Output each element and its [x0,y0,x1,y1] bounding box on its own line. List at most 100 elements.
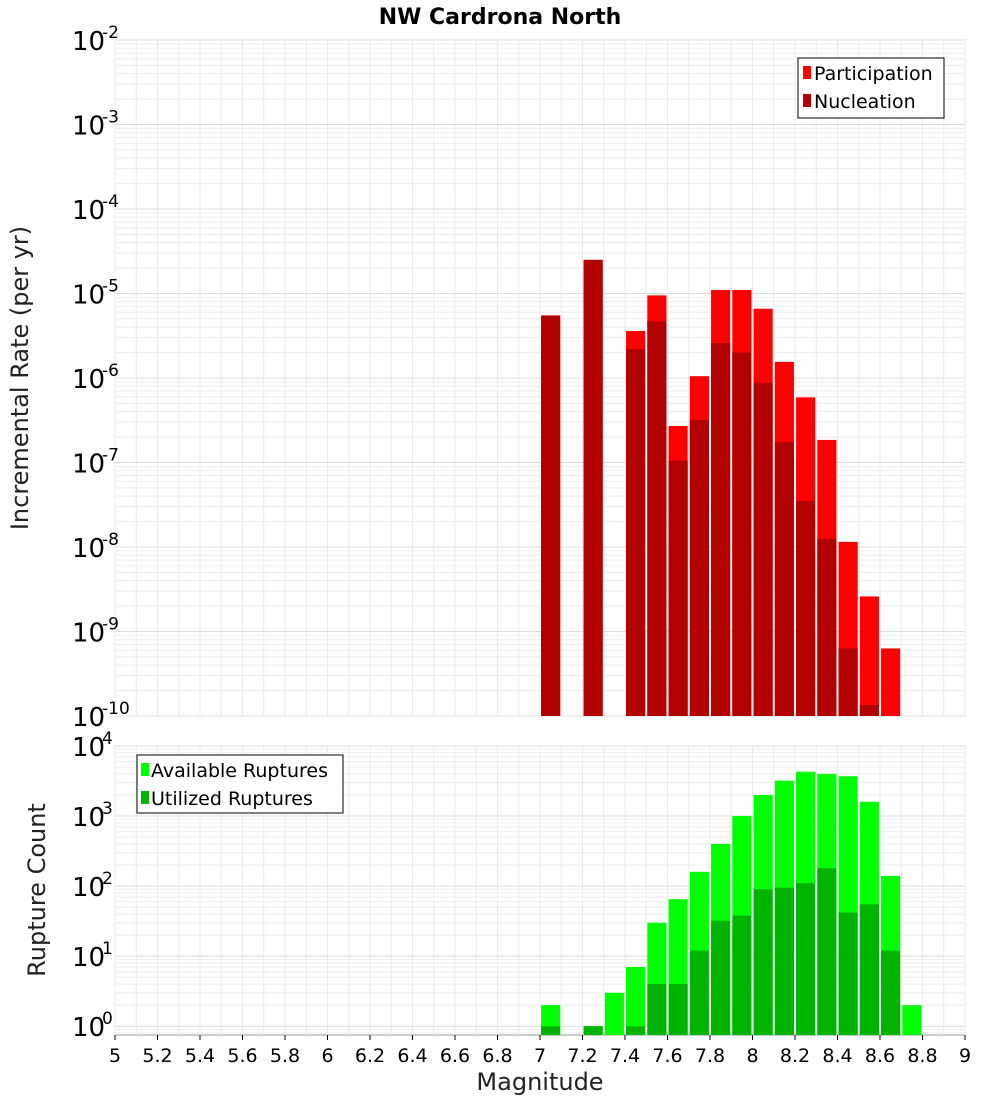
top-y-axis-label: Incremental Rate (per yr) [6,226,34,530]
x-tick-label: 5 [109,1045,121,1067]
x-tick-label: 5.6 [227,1045,257,1067]
top-y-tick-label: 10 [72,112,105,142]
bottom-bar-utilized-ruptures [817,868,837,1035]
bottom-legend-box [136,754,344,814]
top-bar-nucleation [796,501,816,716]
top-legend: Participation Nucleation [797,57,945,119]
x-tick-label: 9 [959,1045,971,1067]
bottom-y-tick-label: 10 [72,1013,105,1043]
bottom-bar-utilized-ruptures [881,950,901,1035]
top-bar-nucleation [817,538,837,716]
x-tick-label: 6.2 [355,1045,385,1067]
top-bar-nucleation [838,648,858,716]
top-bar-nucleation [859,704,879,716]
top-y-tick-exponent: -2 [102,23,119,43]
top-y-tick-exponent: -3 [102,108,119,128]
top-y-tick-label: 10 [72,27,105,57]
bottom-bar-utilized-ruptures [583,1026,603,1035]
top-bar-nucleation [583,259,603,716]
bottom-bar-utilized-ruptures [689,950,709,1035]
legend-label-nucleation: Nucleation [814,91,916,113]
bottom-bar-available-ruptures [902,1005,922,1035]
top-y-tick-exponent: -4 [102,192,119,212]
top-y-tick-exponent: -7 [102,446,119,466]
bottom-y-tick-exponent: 3 [102,799,113,819]
bottom-y-tick-label: 10 [72,803,105,833]
top-y-tick-label: 10 [72,196,105,226]
bottom-bar-utilized-ruptures [541,1026,561,1035]
x-tick-label: 8.6 [865,1045,895,1067]
bottom-bar-utilized-ruptures [711,920,731,1035]
x-tick-label: 8.8 [907,1045,937,1067]
legend-swatch-available [141,763,149,776]
top-y-tick-exponent: -10 [102,699,130,719]
bottom-bar-utilized-ruptures [732,915,752,1035]
legend-swatch-nucleation [803,94,811,107]
top-bar-nucleation [753,382,773,716]
top-grid [114,39,966,717]
legend-label-participation: Participation [814,63,933,85]
x-tick-label: 6.4 [397,1045,427,1067]
bottom-legend: Available Ruptures Utilized Ruptures [136,754,344,814]
x-ticks: 5 5.2 5.4 5.6 5.8 6 6.2 6.4 6.6 6.8 7 7.2 7.4 7.6 7.8 8… [109,1035,971,1067]
x-tick-label: 7 [534,1045,546,1067]
legend-swatch-utilized [141,791,149,804]
x-tick-label: 8.4 [822,1045,852,1067]
chart-title: NW Cardrona North [379,5,622,30]
x-tick-label: 7.6 [652,1045,682,1067]
top-y-tick-exponent: -9 [102,615,119,635]
top-bar-participation [859,596,879,716]
x-tick-label: 7.2 [567,1045,597,1067]
x-axis-label: Magnitude [476,1068,603,1096]
bottom-y-tick-exponent: 1 [102,939,113,959]
top-y-tick-label: 10 [72,534,105,564]
x-tick-label: 8.2 [780,1045,810,1067]
top-bar-nucleation [774,441,794,716]
bottom-y-tick-exponent: 4 [102,729,113,749]
top-y-tick-label: 10 [72,703,105,733]
top-y-tick-exponent: -5 [102,277,119,297]
x-tick-label: 8 [746,1045,758,1067]
x-tick-label: 6.8 [482,1045,512,1067]
bottom-bar-utilized-ruptures [626,1026,646,1035]
bottom-bar-available-ruptures [604,992,624,1035]
x-tick-label: 5.2 [142,1045,172,1067]
top-bar-nucleation [732,352,752,716]
top-y-tick-label: 10 [72,619,105,649]
legend-label-utilized: Utilized Ruptures [151,788,313,810]
bottom-bar-utilized-ruptures [859,904,879,1035]
top-bar-nucleation [541,315,561,716]
top-bar-nucleation [668,460,688,716]
bottom-y-tick-label: 10 [72,733,105,763]
x-tick-label: 5.4 [185,1045,215,1067]
top-y-tick-label: 10 [72,450,105,480]
top-legend-box [797,57,945,119]
top-bars [541,259,901,716]
x-tick-label: 7.8 [695,1045,725,1067]
bottom-bar-utilized-ruptures [647,984,667,1035]
top-bar-nucleation [689,419,709,716]
bottom-bar-utilized-ruptures [753,889,773,1035]
top-bar-participation [881,648,901,716]
top-bar-nucleation [647,321,667,716]
x-tick-label: 7.4 [610,1045,640,1067]
legend-swatch-participation [803,66,811,79]
bottom-bars [541,771,922,1035]
top-bar-nucleation [711,342,731,716]
bottom-bar-utilized-ruptures [668,984,688,1035]
bottom-y-axis-label: Rupture Count [23,803,51,977]
top-y-tick-label: 10 [72,365,105,395]
x-tick-label: 6 [321,1045,333,1067]
bottom-y-tick-exponent: 2 [102,869,113,889]
bottom-y-tick-exponent: 0 [102,1009,113,1029]
legend-label-available: Available Ruptures [151,760,328,782]
bottom-bar-utilized-ruptures [838,912,858,1035]
top-y-tick-label: 10 [72,281,105,311]
top-y-tick-exponent: -8 [102,530,119,550]
bottom-bar-utilized-ruptures [796,883,816,1035]
